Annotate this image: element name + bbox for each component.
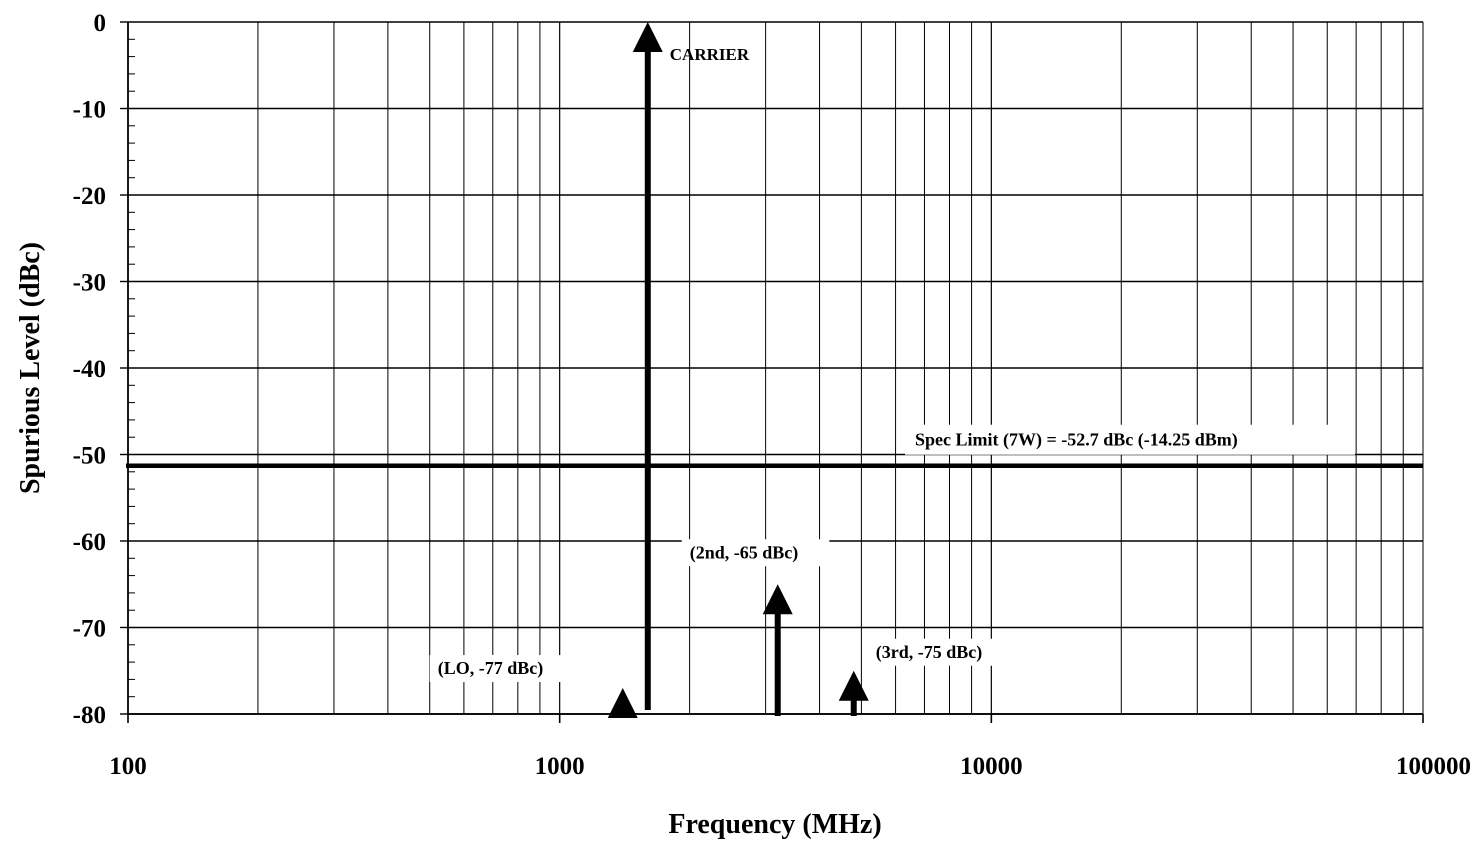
y-tick-label: -80: [73, 702, 106, 729]
x-tick-label: 100: [109, 753, 147, 780]
x-tick-label: 100000: [1396, 753, 1471, 780]
y-tick-label: -70: [73, 616, 106, 643]
y-tick-label: -10: [73, 97, 106, 124]
y-tick-label: -20: [73, 183, 106, 210]
y-tick-label: -50: [73, 443, 106, 470]
x-tick-label: 1000: [535, 753, 585, 780]
y-tick-label: -60: [73, 529, 106, 556]
spur-label-bg: [429, 655, 568, 683]
y-tick-label: -30: [73, 270, 106, 297]
axis-labels: Frequency (MHz) Spurious Level (dBc) 0 -1…: [15, 10, 1471, 840]
spur-label: (3rd, -75 dBc): [876, 642, 983, 663]
y-tick-label: 0: [94, 10, 107, 37]
spur-label-bg: [681, 539, 830, 567]
spur-label: CARRIER: [670, 45, 750, 64]
spur-arrow-head: [632, 22, 663, 52]
spur-arrow-head: [838, 670, 869, 701]
spur-markers: CARRIER (LO, -77 dBc) (2nd, -65 dBc) (3rd, …: [429, 22, 1016, 719]
y-tick-label: -40: [73, 356, 106, 383]
grid: [128, 21, 1423, 715]
spec-limit-label-bg: [905, 424, 1355, 455]
y-axis-title: Spurious Level (dBc): [15, 242, 46, 494]
spec-limit-label: Spec Limit (7W) = -52.7 dBc (-14.25 dBm): [915, 430, 1238, 451]
spur-label: (2nd, -65 dBc): [690, 542, 799, 563]
spur-label: (LO, -77 dBc): [438, 658, 544, 679]
spec-limit: Spec Limit (7W) = -52.7 dBc (-14.25 dBm): [126, 424, 1423, 468]
spur-arrow-head: [762, 584, 793, 615]
spur-label-bg: [867, 638, 1016, 666]
x-tick-label: 10000: [960, 753, 1023, 780]
spur-arrow-head: [607, 688, 638, 719]
axes: [120, 21, 1424, 723]
x-axis-title: Frequency (MHz): [668, 809, 881, 840]
